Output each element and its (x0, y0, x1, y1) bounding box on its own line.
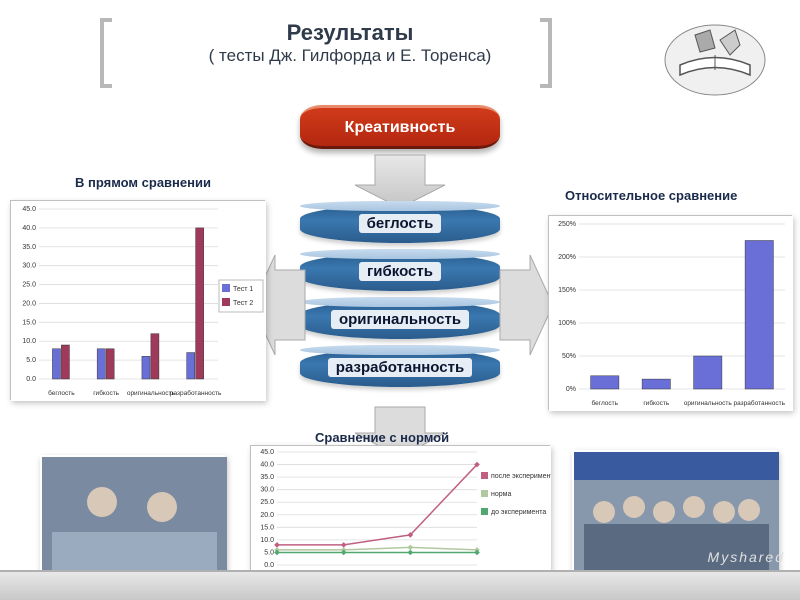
svg-text:разработанность: разработанность (734, 399, 786, 407)
svg-text:10.0: 10.0 (22, 338, 36, 345)
svg-text:30.0: 30.0 (260, 487, 274, 494)
svg-text:оригинальность: оригинальность (684, 400, 733, 407)
book-icon (660, 10, 770, 100)
watermark: Myshared (708, 549, 785, 565)
chart-direct-svg: 0.0 5.0 10.0 15.0 20.0 25.0 30.0 35.0 40.0 45.0 бе… (11, 201, 266, 401)
disc-flexibility: гибкость (300, 253, 500, 291)
svg-text:45.0: 45.0 (260, 449, 274, 456)
slide: Результаты ( тесты Дж. Гилфорда и Е. Тор… (0, 0, 800, 600)
svg-text:15.0: 15.0 (22, 319, 36, 326)
svg-text:35.0: 35.0 (260, 474, 274, 481)
title-block: Результаты ( тесты Дж. Гилфорда и Е. Тор… (100, 20, 600, 66)
title-main: Результаты (100, 20, 600, 46)
chart-direct: 0.0 5.0 10.0 15.0 20.0 25.0 30.0 35.0 40.0 45.0 бе… (10, 200, 265, 400)
footer-bar (0, 570, 800, 600)
title-sub: ( тесты Дж. Гилфорда и Е. Торенса) (100, 46, 600, 66)
criteria-stack: беглость гибкость оригинальность разрабо… (300, 205, 500, 397)
arrow-right (495, 250, 555, 360)
svg-text:40.0: 40.0 (260, 462, 274, 469)
svg-text:20.0: 20.0 (22, 300, 36, 307)
svg-text:гибкость: гибкость (93, 389, 119, 397)
photo-left (40, 455, 225, 575)
svg-text:Тест 2: Тест 2 (233, 300, 253, 307)
disc-label: оригинальность (331, 310, 469, 329)
svg-text:оригинальность: оригинальность (127, 390, 176, 397)
svg-text:беглость: беглость (48, 389, 75, 397)
svg-text:разработанность: разработанность (170, 389, 222, 397)
svg-text:Тест 1: Тест 1 (233, 286, 253, 293)
svg-text:10.0: 10.0 (260, 537, 274, 544)
svg-text:40.0: 40.0 (22, 225, 36, 232)
disc-label: разработанность (328, 358, 472, 377)
svg-text:0%: 0% (566, 386, 576, 393)
svg-text:0.0: 0.0 (264, 562, 274, 569)
svg-text:25.0: 25.0 (260, 499, 274, 506)
svg-text:до эксперимента: до эксперимента (491, 509, 546, 516)
svg-text:после эксперимента: после эксперимента (491, 473, 551, 480)
disc-fluency: беглость (300, 205, 500, 243)
disc-elaboration: разработанность (300, 349, 500, 387)
chart-relative: 0% 50% 100% 150% 200% 250% беглость гибкость ори… (548, 215, 792, 410)
svg-text:50%: 50% (562, 353, 576, 360)
disc-label: беглость (359, 214, 442, 233)
svg-text:норма: норма (491, 491, 511, 498)
svg-text:0.0: 0.0 (26, 376, 36, 383)
svg-text:беглость: беглость (591, 399, 618, 407)
label-relative-comparison: Относительное сравнение (565, 188, 737, 203)
svg-text:20.0: 20.0 (260, 512, 274, 519)
disc-originality: оригинальность (300, 301, 500, 339)
svg-text:15.0: 15.0 (260, 524, 274, 531)
label-norm-comparison: Сравнение с нормой (315, 430, 449, 445)
chart-relative-svg: 0% 50% 100% 150% 200% 250% беглость гибкость ори… (549, 216, 793, 411)
label-direct-comparison: В прямом сравнении (75, 175, 211, 190)
svg-text:25.0: 25.0 (22, 282, 36, 289)
chart-norm: 0.05.010.015.020.025.030.035.040.045.0бе… (250, 445, 550, 580)
svg-text:150%: 150% (558, 287, 576, 294)
svg-text:5.0: 5.0 (26, 357, 36, 364)
svg-text:100%: 100% (558, 320, 576, 327)
svg-text:45.0: 45.0 (22, 206, 36, 213)
svg-text:гибкость: гибкость (643, 399, 669, 407)
svg-text:200%: 200% (558, 254, 576, 261)
svg-text:35.0: 35.0 (22, 244, 36, 251)
creativity-label: Креативность (345, 119, 456, 136)
disc-label: гибкость (359, 262, 441, 281)
creativity-pill: Креативность (300, 105, 500, 149)
svg-text:250%: 250% (558, 221, 576, 228)
svg-text:30.0: 30.0 (22, 263, 36, 270)
svg-text:5.0: 5.0 (264, 549, 274, 556)
chart-norm-svg: 0.05.010.015.020.025.030.035.040.045.0бе… (251, 446, 551, 581)
